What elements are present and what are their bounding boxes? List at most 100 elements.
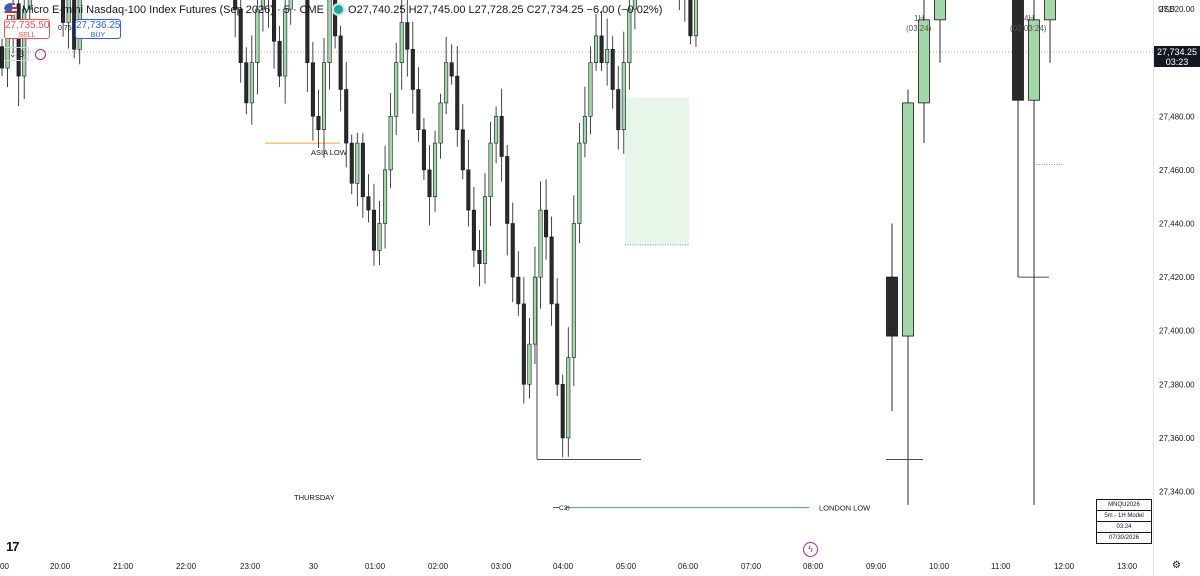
x-tick-label: 10:00 [929, 562, 950, 571]
currency-label[interactable]: USD [1158, 5, 1175, 14]
candle-5m [310, 41, 315, 141]
candle-body-down [499, 116, 504, 157]
h4-title: 4H [1024, 14, 1034, 23]
candle-body-up [582, 116, 587, 144]
symbol-title[interactable]: Micro E-mini Nasdaq-100 Index Futures (S… [22, 3, 325, 16]
x-tick-label: 13:00 [1117, 562, 1138, 571]
symbol-header[interactable]: Micro E-mini Nasdaq-100 Index Futures (S… [4, 3, 662, 16]
y-tick-label: 27,420.00 [1159, 273, 1195, 282]
candle-body-down [316, 116, 321, 131]
candle-body-up [532, 276, 537, 345]
x-tick-label: 08:00 [803, 562, 824, 571]
candle-5m [0, 38, 5, 77]
candle-body-up [22, 8, 27, 77]
replay-icon[interactable] [35, 48, 47, 60]
candle-5m [693, 0, 698, 47]
indicator-toggle[interactable]: ⌄ 3 [4, 47, 47, 61]
x-tick-label: 22:00 [176, 562, 197, 571]
candle-body-up [283, 8, 288, 77]
h1-title: 1H [914, 14, 924, 23]
candle-5m [444, 36, 449, 115]
candle-body-up [494, 116, 499, 144]
candle-5m [61, 0, 66, 37]
candle-body-up [383, 169, 388, 224]
candle-body-down [310, 62, 315, 117]
h1-candle [918, 0, 930, 144]
y-tick-label: 27,360.00 [1159, 434, 1195, 443]
candle-body-down [460, 129, 465, 171]
candle-5m [571, 195, 576, 386]
candle-body-down [555, 303, 560, 385]
candle-5m [305, 0, 310, 93]
candle-body-up [355, 142, 360, 184]
h1-body-up [902, 102, 914, 337]
h1-body-up [934, 0, 946, 21]
candle-5m [233, 0, 238, 38]
candle-5m [283, 0, 288, 104]
candle-body-down [510, 223, 515, 278]
buy-price: 27,736.25 [76, 20, 121, 31]
candle-body-down [416, 89, 421, 131]
candle-5m [616, 65, 621, 150]
ohlc-readout: O27,740.25 H27,745.00 L27,728.25 C27,734… [348, 3, 663, 16]
candle-body-down [333, 0, 338, 37]
indicator-count[interactable]: ⌄ 3 [4, 47, 30, 61]
candle-body-up [377, 223, 382, 251]
last-price-tag: 27,734.25 03:23 [1154, 46, 1200, 67]
gear-icon[interactable]: ⚙ [1172, 560, 1181, 571]
candle-body-down [366, 196, 371, 211]
y-tick-label: 27,520.00 [1159, 5, 1195, 14]
candle-5m [410, 21, 415, 114]
y-tick-label: 27,440.00 [1159, 220, 1195, 229]
candle-5m [388, 93, 393, 189]
candle-5m [594, 14, 599, 71]
info-symbol: MNQU2026 [1108, 502, 1140, 508]
x-tick-label: 02:00 [428, 562, 449, 571]
x-tick-label: 01:00 [365, 562, 386, 571]
candle-5m [272, 0, 277, 69]
buy-button[interactable]: 27,736.25 BUY [75, 19, 121, 39]
candle-body-up [621, 62, 626, 131]
candle-5m [327, 0, 332, 90]
candle-5m [632, 0, 637, 30]
candle-body-down [61, 0, 66, 23]
candle-5m [421, 117, 426, 180]
candle-body-up [255, 8, 260, 63]
candle-5m [494, 106, 499, 164]
candle-body-up [444, 62, 449, 104]
candle-5m [599, 10, 604, 72]
candle-5m [433, 130, 438, 212]
sell-button[interactable]: 27,735.50 SELL [4, 19, 50, 39]
y-tick-label: 27,480.00 [1159, 112, 1195, 121]
tradingview-logo-icon[interactable]: 17 [6, 539, 20, 554]
candle-5m [684, 0, 686, 22]
us-flag-icon [4, 3, 17, 16]
candle-5m [268, 0, 269, 28]
candle-5m [360, 133, 365, 218]
candle-5m [516, 251, 521, 316]
candle-body-down [521, 303, 526, 385]
candle-5m [438, 93, 443, 159]
candle-body-up [438, 102, 443, 144]
candle-body-down [449, 62, 454, 77]
candle-5m [344, 61, 349, 168]
x-tick-label: 20:00 [50, 562, 71, 571]
candle-5m [499, 88, 504, 182]
h4-candle [1044, 0, 1056, 63]
spread-value: 0.75 [58, 25, 72, 32]
h1-countdown: (03:24) [906, 24, 932, 33]
candle-5m [349, 134, 354, 195]
candle-5m [355, 132, 360, 207]
price-axis[interactable] [1153, 0, 1200, 576]
candle-body-down [544, 209, 549, 238]
candle-5m [277, 25, 282, 87]
candle-body-down [427, 169, 432, 197]
candle-body-down [349, 142, 354, 184]
h4-body-up [1028, 19, 1040, 101]
x-tick-label: 23:00 [240, 562, 261, 571]
candle-5m [27, 0, 32, 22]
lightning-icon[interactable]: ϟ [803, 542, 818, 557]
candle-5m [16, 0, 21, 107]
candle-5m [544, 179, 549, 260]
